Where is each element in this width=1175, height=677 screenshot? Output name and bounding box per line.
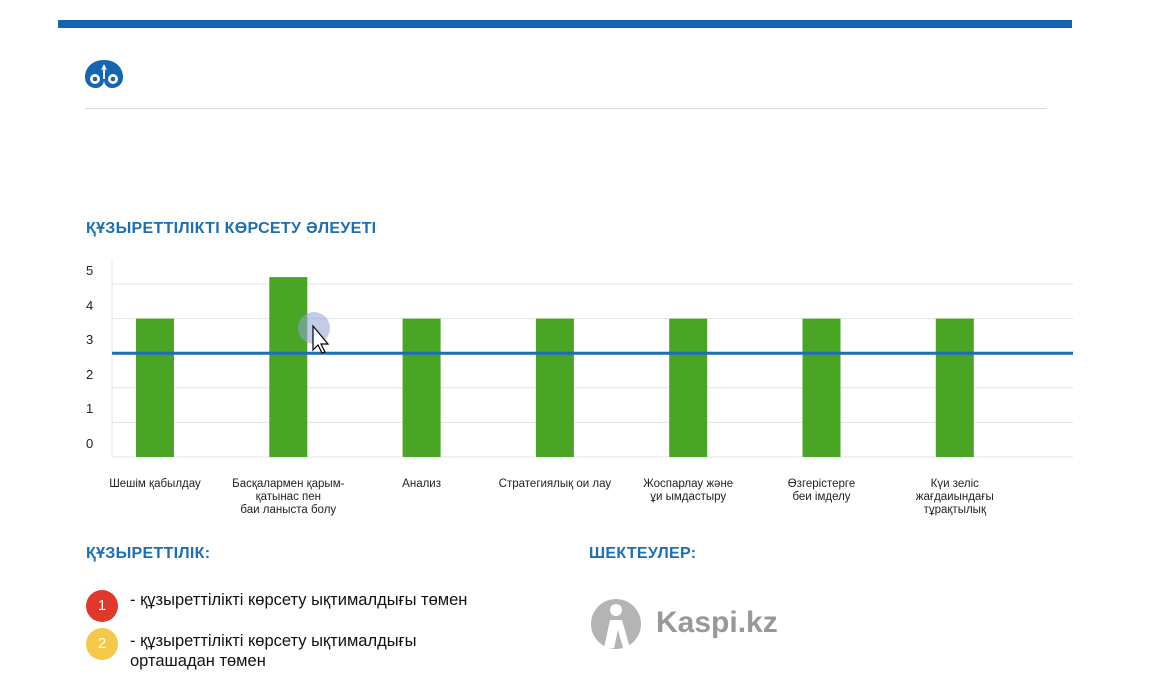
x-category-label: Стратегиялық ои лау xyxy=(490,478,620,491)
bar-3 xyxy=(402,318,441,457)
x-label-line: беи імделу xyxy=(792,491,851,503)
level-1-badge: 1 xyxy=(86,590,118,622)
top-accent-bar xyxy=(58,20,1072,28)
chart-title: ҚҰЗЫРЕТТІЛІКТІ КӨРСЕТУ ӘЛЕУЕТІ xyxy=(86,220,377,237)
y-tick-label: 1 xyxy=(86,401,94,417)
bar-6 xyxy=(802,318,841,457)
bar-2 xyxy=(269,277,308,457)
x-label-line: қатынас пен xyxy=(255,491,321,503)
level-2-text-line2: орташадан төмен xyxy=(130,652,266,670)
x-label-line: Анализ xyxy=(402,478,441,490)
y-tick-label: 4 xyxy=(86,297,94,313)
x-category-label: Анализ xyxy=(357,478,487,491)
x-label-line: Күи зеліс xyxy=(930,478,979,490)
y-tick-label: 5 xyxy=(86,263,94,278)
level-2-text: - құзыреттілікті көрсету ықтималдығы xyxy=(130,632,417,650)
y-tick-label: 0 xyxy=(86,436,94,451)
x-label-line: жағдаиындағы xyxy=(915,491,994,503)
limits-heading: ШЕКТЕУЛЕР: xyxy=(589,545,697,562)
x-label-line: Өзгерістерге xyxy=(787,478,856,490)
x-category-label: Өзгерістерге беи імделу xyxy=(757,478,887,504)
competence-heading: ҚҰЗЫРЕТТІЛІК: xyxy=(86,545,211,562)
level-2-badge: 2 xyxy=(86,628,118,660)
x-label-line: Жоспарлау және xyxy=(643,478,734,490)
x-label-line: тұрақтылық xyxy=(923,504,986,516)
bar-7 xyxy=(935,318,974,457)
watermark-text: Kaspi.kz xyxy=(656,606,778,639)
logo-icon xyxy=(85,60,123,88)
y-tick-label: 3 xyxy=(86,332,94,348)
x-category-label: Жоспарлау және ұи ымдастыру xyxy=(623,478,753,504)
x-label-line: ұи ымдастыру xyxy=(650,491,727,503)
y-tick-label: 2 xyxy=(86,366,94,382)
bar-1 xyxy=(136,318,174,457)
bar-4 xyxy=(535,318,574,457)
header-divider xyxy=(85,108,1046,109)
x-label-line: Басқалармен қарым- xyxy=(232,478,345,490)
x-label-line: баи ланыста болу xyxy=(240,504,337,516)
x-category-label: Күи зеліс жағдаиындағы тұрақтылық xyxy=(890,478,1020,517)
x-label-line: Шешім қабылдау xyxy=(109,478,201,490)
mouse-cursor-icon xyxy=(298,312,330,354)
x-label-line: Стратегиялық ои лау xyxy=(498,478,612,490)
x-category-label: Басқалармен қарым-қатынас пен баи ланыста… xyxy=(223,478,353,517)
watermark-logo-icon xyxy=(591,599,641,649)
bar-5 xyxy=(669,318,708,457)
x-category-label: Шешім қабылдау xyxy=(90,478,220,491)
level-1-text: - құзыреттілікті көрсету ықтималдығы төм… xyxy=(130,591,468,609)
